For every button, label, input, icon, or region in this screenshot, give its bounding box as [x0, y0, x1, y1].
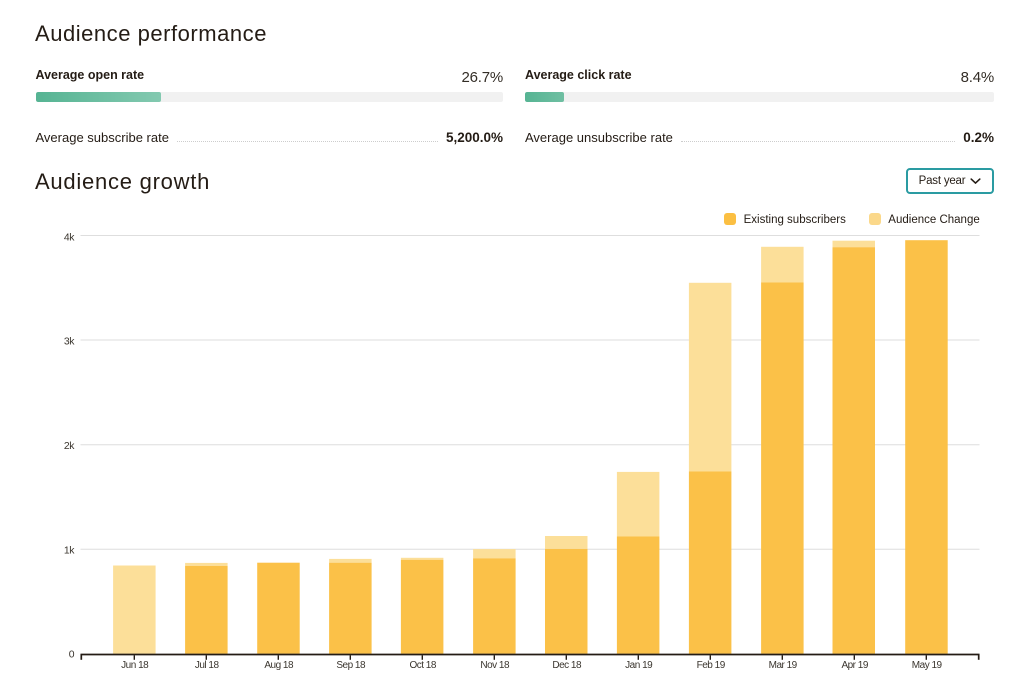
svg-text:Apr 19: Apr 19 [841, 660, 868, 671]
svg-text:Jul 18: Jul 18 [195, 660, 220, 671]
svg-text:0: 0 [69, 650, 75, 661]
svg-text:Jun 18: Jun 18 [121, 660, 149, 671]
svg-text:Oct 18: Oct 18 [409, 660, 436, 671]
svg-text:1k: 1k [64, 545, 75, 556]
svg-text:4k: 4k [64, 232, 75, 243]
svg-text:May 19: May 19 [912, 660, 943, 671]
svg-text:Jan 19: Jan 19 [625, 660, 653, 671]
svg-text:Feb 19: Feb 19 [697, 660, 726, 671]
svg-text:2k: 2k [64, 441, 75, 452]
svg-text:Dec 18: Dec 18 [552, 660, 582, 671]
svg-text:Nov 18: Nov 18 [480, 660, 510, 671]
svg-text:Mar 19: Mar 19 [769, 660, 798, 671]
svg-text:Aug 18: Aug 18 [264, 660, 294, 671]
svg-text:3k: 3k [64, 337, 75, 348]
svg-text:Sep 18: Sep 18 [336, 660, 366, 671]
